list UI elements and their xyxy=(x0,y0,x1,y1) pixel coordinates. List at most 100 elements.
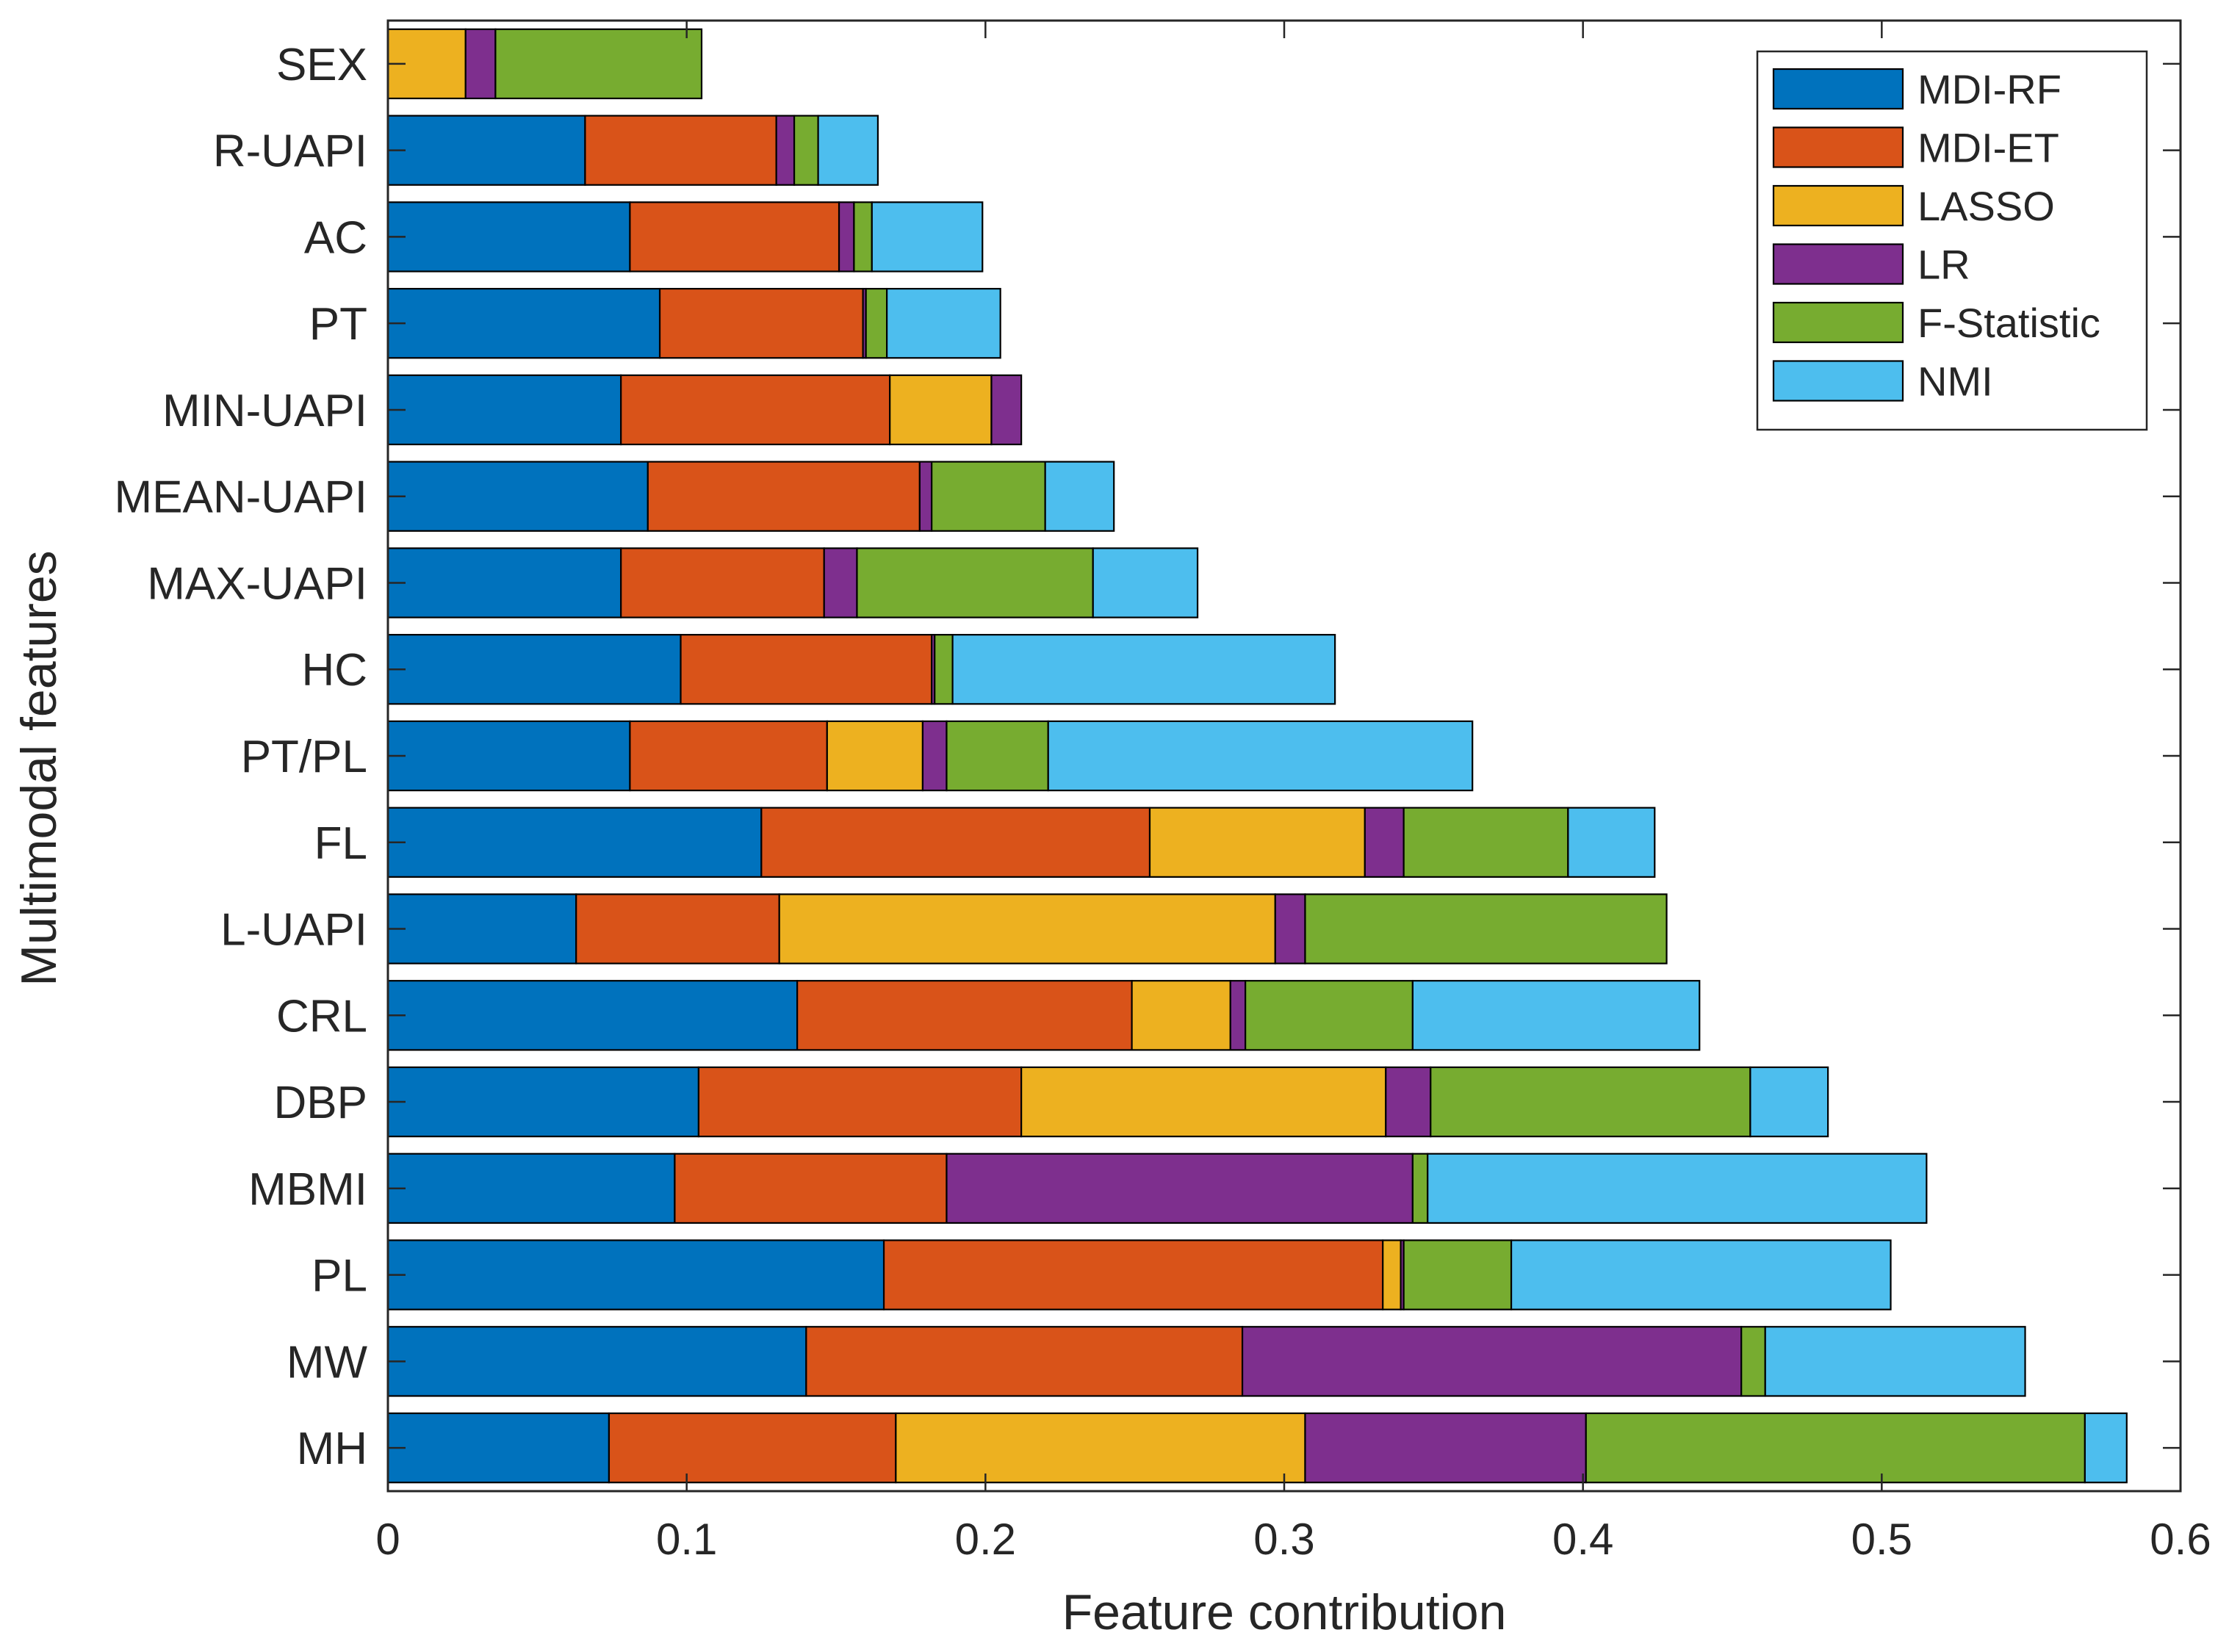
bar-l-uapi-mdi-rf xyxy=(386,893,577,964)
x-axis-label: Feature contribution xyxy=(1062,1584,1507,1640)
y-tick-label: R-UAPI xyxy=(213,126,367,177)
bar-crl-f-statistic xyxy=(1245,980,1414,1051)
y-tick-label: FL xyxy=(314,818,367,869)
y-tick-label: MH xyxy=(297,1424,367,1474)
x-tick-label: 0.3 xyxy=(1253,1515,1314,1564)
bar-r-uapi-nmi xyxy=(817,115,879,186)
x-tick-label: 0.4 xyxy=(1552,1515,1613,1564)
bar-pt-f-statistic xyxy=(865,287,888,359)
bar-ac-f-statistic xyxy=(853,201,873,273)
bar-fl-mdi-et xyxy=(760,807,1151,878)
y-tick-label: PT xyxy=(309,299,367,350)
legend-label-f-statistic: F-Statistic xyxy=(1917,300,2100,346)
bar-crl-nmi xyxy=(1411,980,1701,1051)
bar-fl-lr xyxy=(1364,807,1405,878)
bar-l-uapi-f-statistic xyxy=(1304,893,1668,964)
bar-mh-mdi-et xyxy=(608,1412,897,1484)
legend-swatch-nmi xyxy=(1772,360,1904,402)
bar-pt-pl-lr xyxy=(921,720,948,792)
bar-r-uapi-lr xyxy=(775,115,796,186)
legend-swatch-mdi-et xyxy=(1772,126,1904,168)
y-tick-label: DBP xyxy=(274,1078,367,1128)
bar-sex-f-statistic xyxy=(494,28,703,100)
bar-pt-pl-f-statistic xyxy=(946,720,1049,792)
bar-ac-mdi-et xyxy=(629,201,840,273)
bar-crl-mdi-rf xyxy=(386,980,799,1051)
bar-mh-lasso xyxy=(895,1412,1306,1484)
x-tick-label: 0.5 xyxy=(1851,1515,1912,1564)
legend-swatch-f-statistic xyxy=(1772,301,1904,344)
bar-max-uapi-mdi-rf xyxy=(386,547,622,618)
y-tick-label: PL xyxy=(312,1251,367,1302)
bar-pt-mdi-rf xyxy=(386,287,661,359)
y-tick-label: HC xyxy=(301,645,367,696)
bar-mbmi-lr xyxy=(946,1153,1414,1224)
axes-layer xyxy=(386,19,2182,1493)
legend-label-nmi: NMI xyxy=(1917,358,1993,405)
bar-hc-mdi-rf xyxy=(386,634,682,705)
legend: MDI-RF MDI-ET LASSO LR F-Statistic NMI xyxy=(1756,50,2148,431)
bar-mean-uapi-mdi-et xyxy=(647,461,921,532)
bar-hc-f-statistic xyxy=(934,634,954,705)
x-tick-label: 0.1 xyxy=(656,1515,717,1564)
bar-dbp-mdi-rf xyxy=(386,1066,700,1138)
x-tick-label: 0.2 xyxy=(955,1515,1016,1564)
bar-hc-nmi xyxy=(951,634,1336,705)
bar-pl-lasso xyxy=(1382,1239,1402,1310)
bar-mh-nmi xyxy=(2084,1412,2128,1484)
bar-mh-f-statistic xyxy=(1585,1412,2086,1484)
bar-dbp-lr xyxy=(1385,1066,1432,1138)
bar-l-uapi-lasso xyxy=(778,893,1276,964)
bar-pt-mdi-et xyxy=(658,287,864,359)
y-axis-label: Multimodal features xyxy=(11,550,67,986)
bar-max-uapi-mdi-et xyxy=(620,547,825,618)
bar-dbp-lasso xyxy=(1020,1066,1387,1138)
axes-box xyxy=(386,19,2182,1493)
bar-pt-nmi xyxy=(886,287,1001,359)
bar-min-uapi-lasso xyxy=(889,374,993,446)
x-tick-label: 0 xyxy=(375,1515,400,1564)
bar-dbp-f-statistic xyxy=(1430,1066,1751,1138)
y-tick-label: MIN-UAPI xyxy=(162,386,367,436)
bar-pt-pl-nmi xyxy=(1047,720,1474,792)
bar-fl-f-statistic xyxy=(1402,807,1569,878)
bar-mw-nmi xyxy=(1764,1326,2026,1397)
bar-l-uapi-mdi-et xyxy=(575,893,780,964)
bar-sex-lr xyxy=(464,28,497,100)
bar-r-uapi-f-statistic xyxy=(793,115,819,186)
bar-mw-mdi-rf xyxy=(386,1326,807,1397)
bar-pl-nmi xyxy=(1510,1239,1892,1310)
bar-fl-lasso xyxy=(1148,807,1366,878)
tick-labels-layer: SEX R-UAPI AC PT MIN-UAPI MEAN-UAPI MAX-UAPI HC… xyxy=(115,40,2211,1564)
bar-pt-pl-lasso xyxy=(826,720,924,792)
bar-hc-mdi-et xyxy=(680,634,933,705)
bar-max-uapi-f-statistic xyxy=(856,547,1094,618)
bar-r-uapi-mdi-rf xyxy=(386,115,586,186)
bar-pt-pl-mdi-et xyxy=(629,720,828,792)
bar-mbmi-mdi-et xyxy=(674,1153,948,1224)
bar-mean-uapi-lr xyxy=(918,461,933,532)
bar-dbp-nmi xyxy=(1749,1066,1829,1138)
bar-mh-lr xyxy=(1304,1412,1587,1484)
bar-mbmi-mdi-rf xyxy=(386,1153,676,1224)
bar-ac-nmi xyxy=(871,201,984,273)
bar-pl-mdi-et xyxy=(882,1239,1384,1310)
legend-label-mdi-rf: MDI-RF xyxy=(1917,66,2061,112)
bar-mean-uapi-nmi xyxy=(1044,461,1115,532)
bar-mw-f-statistic xyxy=(1740,1326,1766,1397)
y-tick-label: MW xyxy=(287,1337,368,1388)
legend-label-mdi-et: MDI-ET xyxy=(1917,125,2059,171)
y-tick-label: MAX-UAPI xyxy=(147,558,367,609)
bar-pt-pl-mdi-rf xyxy=(386,720,631,792)
bar-r-uapi-mdi-et xyxy=(584,115,777,186)
bar-pl-f-statistic xyxy=(1402,1239,1513,1310)
y-tick-label: SEX xyxy=(276,40,367,90)
bar-dbp-mdi-et xyxy=(697,1066,1023,1138)
bar-crl-mdi-et xyxy=(796,980,1133,1051)
legend-swatch-mdi-rf xyxy=(1772,68,1904,110)
bar-max-uapi-nmi xyxy=(1092,547,1199,618)
bar-min-uapi-lr xyxy=(990,374,1023,446)
bar-pl-mdi-rf xyxy=(386,1239,885,1310)
bar-fl-mdi-rf xyxy=(386,807,763,878)
bar-max-uapi-lr xyxy=(823,547,858,618)
